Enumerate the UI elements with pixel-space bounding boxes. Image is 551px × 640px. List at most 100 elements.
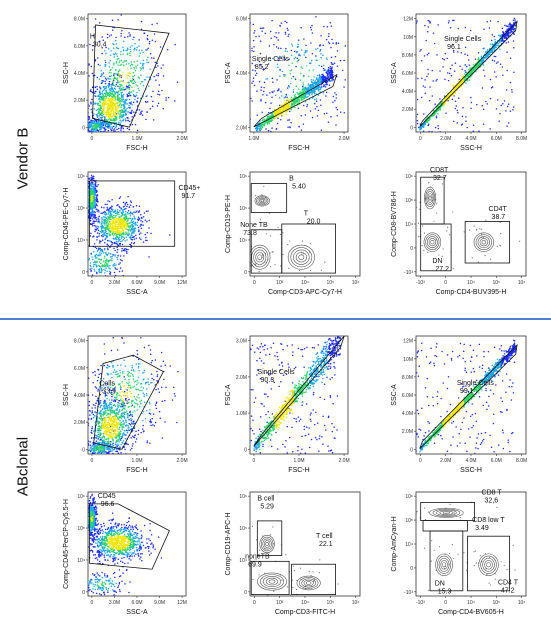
event-dot <box>495 76 497 78</box>
event-dot <box>460 51 463 54</box>
y-axis-label: SSC-H <box>63 62 70 84</box>
event-dot <box>104 275 107 276</box>
event-dot <box>136 221 139 224</box>
event-dot <box>318 74 321 76</box>
event-dot <box>117 137 119 139</box>
event-dot <box>128 120 131 123</box>
event-dot <box>90 89 92 91</box>
event-dot <box>119 60 121 62</box>
event-dot <box>284 101 287 104</box>
event-dot <box>424 92 427 95</box>
event-dot <box>145 49 147 51</box>
event-dot <box>96 227 99 230</box>
event-dot <box>98 114 101 116</box>
event-dot <box>106 235 109 237</box>
event-dot <box>95 216 97 219</box>
event-dot <box>138 77 141 80</box>
event-dot <box>148 76 151 78</box>
event-dot <box>105 262 107 265</box>
event-dot <box>121 119 123 122</box>
event-dot <box>312 97 314 99</box>
event-dot <box>129 230 132 232</box>
event-dot <box>302 97 305 99</box>
event-dot <box>319 80 322 82</box>
event-dot <box>292 91 295 93</box>
event-dot <box>118 70 120 72</box>
event-dot <box>157 74 160 77</box>
event-dot <box>105 79 107 81</box>
event-dot <box>128 86 130 89</box>
y-tick-label: 2.0M <box>74 98 85 104</box>
event-dot <box>165 99 167 101</box>
event-dot <box>110 137 112 139</box>
event-dot <box>136 224 139 227</box>
event-dot <box>78 93 80 95</box>
event-dot <box>102 122 104 125</box>
event-dot <box>148 42 151 45</box>
event-dot <box>120 126 123 129</box>
event-dot <box>287 126 289 128</box>
event-dot <box>112 47 115 49</box>
event-dot <box>133 227 136 229</box>
event-dot <box>96 232 99 234</box>
event-dot <box>483 28 485 31</box>
event-dot <box>151 39 154 42</box>
event-dot <box>283 74 285 76</box>
event-dot <box>98 258 101 260</box>
event-dot <box>91 258 94 261</box>
event-dot <box>120 53 122 56</box>
event-dot <box>122 130 125 132</box>
event-dot <box>86 37 88 39</box>
event-dot <box>126 93 128 96</box>
event-dot <box>92 222 94 224</box>
event-dot <box>280 119 282 121</box>
event-dot <box>331 38 333 41</box>
event-dot <box>429 86 431 88</box>
event-dot <box>324 86 327 88</box>
event-dot <box>122 94 124 96</box>
event-dot <box>85 195 87 197</box>
event-dot <box>114 212 117 215</box>
event-dot <box>95 198 97 201</box>
event-dot <box>108 200 111 203</box>
event-dot <box>98 91 101 93</box>
event-dot <box>111 29 114 31</box>
event-dot <box>105 237 107 239</box>
event-dot <box>94 263 96 266</box>
event-dot <box>134 69 137 72</box>
event-dot <box>427 123 430 125</box>
event-dot <box>513 33 515 35</box>
event-dot <box>466 126 468 129</box>
event-dot <box>452 84 454 87</box>
event-dot <box>167 96 170 99</box>
event-dot <box>311 116 314 119</box>
event-dot <box>320 79 323 82</box>
event-dot <box>447 22 450 24</box>
event-dot <box>447 99 449 102</box>
event-dot <box>317 109 320 112</box>
event-dot <box>254 70 257 72</box>
event-dot <box>116 204 118 207</box>
event-dot <box>111 215 113 218</box>
event-dot <box>277 59 280 62</box>
event-dot <box>133 218 135 220</box>
event-dot <box>251 82 253 84</box>
event-dot <box>100 212 102 215</box>
event-dot <box>120 35 122 37</box>
event-dot <box>118 117 121 120</box>
event-dot <box>116 213 119 215</box>
event-dot <box>174 100 176 102</box>
event-dot <box>328 74 331 76</box>
event-dot <box>427 26 430 28</box>
event-dot <box>90 103 92 105</box>
event-dot <box>111 205 113 208</box>
event-dot <box>255 72 258 74</box>
event-dot <box>104 211 107 214</box>
event-dot <box>155 66 157 68</box>
event-dot <box>307 84 309 86</box>
event-dot <box>155 79 157 81</box>
event-dot <box>127 209 130 212</box>
event-dot <box>456 109 458 112</box>
event-dot <box>109 272 111 275</box>
event-dot <box>281 106 284 109</box>
